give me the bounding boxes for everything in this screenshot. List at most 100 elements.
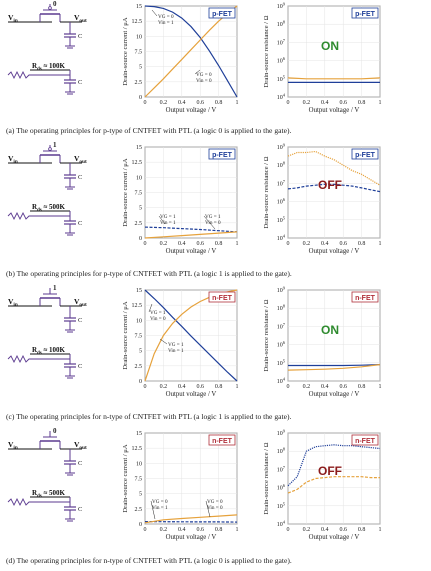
fet-tag-box <box>208 7 236 19</box>
cap1-label: C <box>78 174 82 181</box>
x-tick-label: 0.2 <box>160 241 168 247</box>
annotation-pointer <box>158 215 166 225</box>
x-tick-label: 0 <box>144 384 147 390</box>
vin-label: Vin <box>8 154 18 165</box>
x-tick-label: 0.6 <box>339 527 347 533</box>
y-tick-label: 5 <box>139 492 142 498</box>
y-tick-label: 5 <box>139 65 142 71</box>
y-tick-label: 109 <box>277 286 286 295</box>
y-axis-label: Drain-source resistance / Ω <box>263 442 270 514</box>
x-tick-label: 0 <box>287 384 290 390</box>
annotation-pointer <box>148 303 153 313</box>
y-tick-label: 2.5 <box>135 221 143 227</box>
x-tick-label: 0.4 <box>321 527 329 533</box>
x-tick-label: 0.6 <box>339 100 347 106</box>
gate-bubble <box>48 147 52 151</box>
y-tick-label: 15 <box>136 4 142 10</box>
series-line-2 <box>144 514 238 524</box>
x-tick-label: 0.6 <box>339 384 347 390</box>
vin-label: Vin <box>8 297 18 308</box>
annotation-pointer <box>194 69 201 75</box>
y-axis-label: Drain-source resistance / Ω <box>263 156 270 228</box>
caption-c: (c) The operating principles for n-type … <box>6 412 292 421</box>
rds-label: Rds ≈ 500K <box>32 203 66 213</box>
cap2-label: C <box>78 79 82 86</box>
fet-tag-box <box>208 291 236 303</box>
state-label: ON <box>321 39 339 53</box>
y-tick-label: 2.5 <box>135 507 143 513</box>
x-tick-label: 0.2 <box>160 527 168 533</box>
cap2-label: C <box>78 506 82 513</box>
vout-label: Vout <box>74 297 87 308</box>
x-tick-label: 0.8 <box>215 527 223 533</box>
caption-d: (d) The operating principles for n-type … <box>6 556 292 565</box>
resistor-symbol <box>7 354 70 364</box>
x-tick-label: 0.2 <box>303 384 311 390</box>
annotation-label: VG = 1 <box>150 310 166 316</box>
x-tick-label: 0.8 <box>358 384 366 390</box>
y-axis-label: Drain-source current / μA <box>122 158 129 226</box>
series-line-1 <box>144 5 238 98</box>
x-tick-label: 0.2 <box>160 100 168 106</box>
fet-tag-label: n-FET <box>212 295 233 302</box>
annotation-label: VG = 0 <box>152 499 168 505</box>
annotation-label: VG = 0 <box>196 72 212 78</box>
x-axis-label: Output voltage / V <box>166 107 217 114</box>
x-tick-label: 1 <box>379 384 382 390</box>
vout-label: Vout <box>74 154 87 165</box>
resistor-symbol <box>7 497 70 507</box>
resistor-symbol <box>7 211 70 221</box>
annotation-pointer <box>159 338 168 345</box>
annotation-label: Vin = 1 <box>168 348 184 354</box>
y-tick-label: 107 <box>277 38 286 47</box>
x-tick-label: 0.8 <box>215 241 223 247</box>
series-line-1 <box>144 226 238 233</box>
caption-a: (a) The operating principles for p-type … <box>6 126 292 135</box>
gate-bit-label: 0 <box>53 0 57 8</box>
series-line-1 <box>144 521 238 523</box>
x-axis-label: Output voltage / V <box>166 248 217 255</box>
fet-tag-box <box>351 7 379 19</box>
annotation-pointer <box>205 500 211 518</box>
x-tick-label: 0.8 <box>215 100 223 106</box>
annotation-pointer <box>151 9 158 17</box>
x-tick-label: 0.6 <box>196 100 204 106</box>
caption-b: (b) The operating principles for p-type … <box>6 269 292 278</box>
x-tick-label: 0.4 <box>178 241 186 247</box>
y-tick-label: 104 <box>277 93 286 102</box>
series-line-2 <box>144 231 238 239</box>
y-tick-label: 106 <box>277 56 286 65</box>
x-tick-label: 0.8 <box>358 100 366 106</box>
fet-tag-box <box>351 434 379 446</box>
x-tick-label: 0.6 <box>196 527 204 533</box>
x-tick-label: 0 <box>144 241 147 247</box>
state-label: ON <box>321 323 339 337</box>
y-tick-label: 106 <box>277 197 286 206</box>
state-label: OFF <box>318 464 342 478</box>
fet-tag-box <box>351 148 379 160</box>
y-tick-label: 15 <box>136 145 142 151</box>
resistance-plot: 0 0.2 0.4 0.6 0.8 1 104 105 106 107 108 109 Output v… <box>263 429 382 542</box>
annotation-label: VG = 0 <box>158 14 174 20</box>
x-tick-label: 0.8 <box>358 241 366 247</box>
rds-label: Rds ≈ 100K <box>32 62 66 72</box>
fet-tag-label: p-FET <box>355 152 376 159</box>
y-tick-label: 10 <box>136 461 142 467</box>
x-tick-label: 1 <box>236 241 239 247</box>
y-tick-label: 5 <box>139 349 142 355</box>
fet-tag-label: p-FET <box>355 11 376 18</box>
x-tick-label: 0.2 <box>303 100 311 106</box>
y-tick-label: 12.5 <box>132 446 143 452</box>
x-tick-label: 1 <box>379 241 382 247</box>
y-tick-label: 108 <box>277 20 286 29</box>
circuit-diagram: Vin 1 Vout C Rds ≈ 500K C <box>7 141 87 236</box>
x-tick-label: 0.4 <box>178 100 186 106</box>
resistance-plot: 0 0.2 0.4 0.6 0.8 1 104 105 106 107 108 109 Output v… <box>263 143 382 256</box>
series-line-2 <box>287 364 381 371</box>
annotation-label: Vin = 0 <box>207 505 223 511</box>
fet-tag-box <box>208 434 236 446</box>
x-axis-label: Output voltage / V <box>166 391 217 398</box>
circuit-diagram: Vin 1 Vout C Rds ≈ 100K C <box>7 284 87 379</box>
series-line-1 <box>288 364 381 367</box>
